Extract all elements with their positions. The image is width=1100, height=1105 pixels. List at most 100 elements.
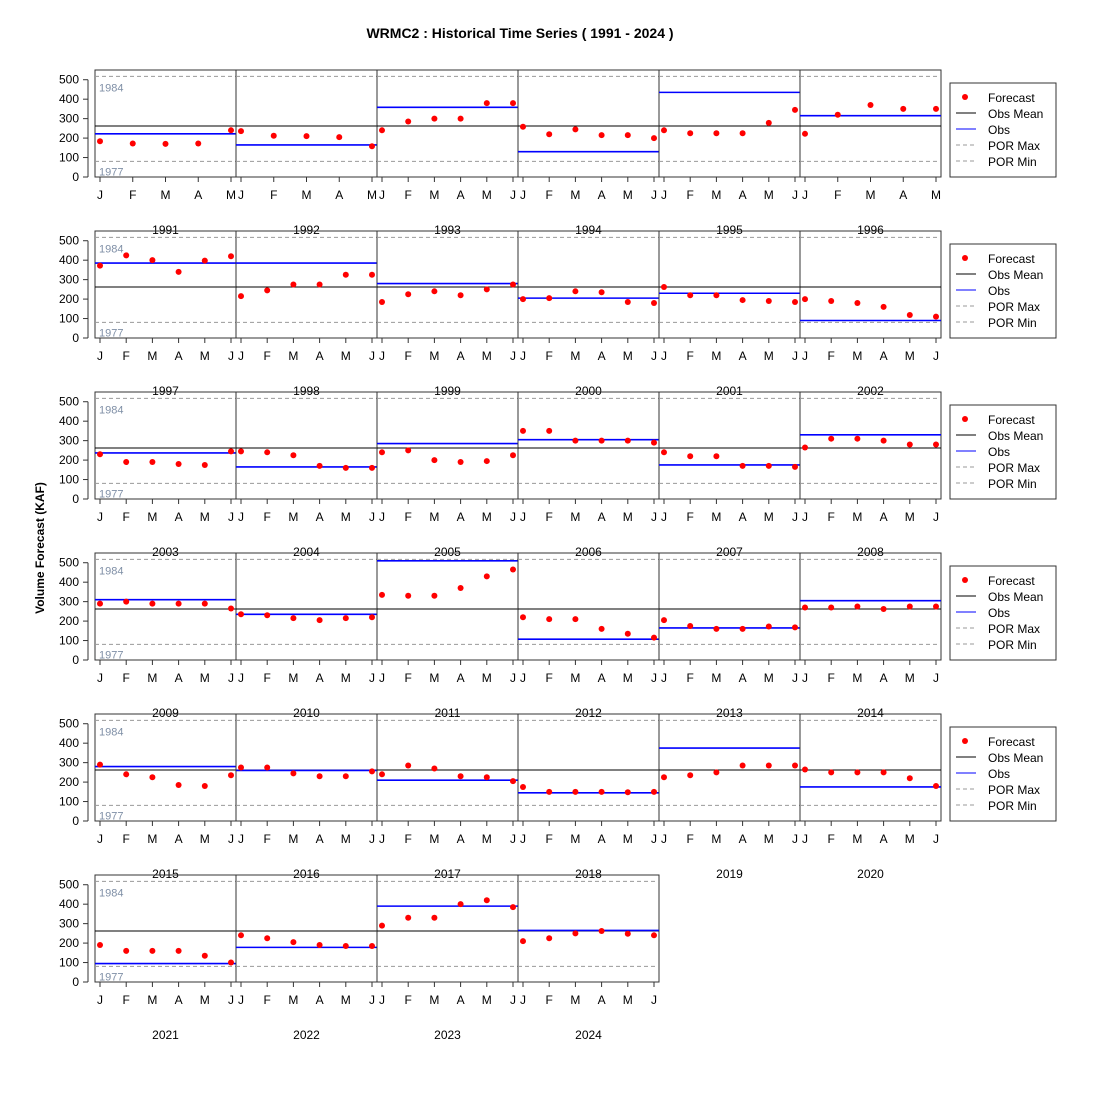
- x-tick-label: M: [482, 349, 492, 363]
- x-tick-label: A: [739, 671, 747, 685]
- forecast-point: [651, 439, 657, 446]
- forecast-point: [510, 281, 516, 288]
- x-tick-label: A: [175, 510, 183, 524]
- x-tick-label: J: [369, 671, 375, 685]
- forecast-point: [687, 292, 694, 299]
- x-tick-label: J: [238, 832, 244, 846]
- forecast-point: [316, 462, 323, 469]
- x-tick-label: F: [546, 671, 553, 685]
- forecast-point: [316, 281, 323, 288]
- x-tick-label: J: [238, 671, 244, 685]
- legend-forecast-swatch: [962, 416, 968, 422]
- forecast-point: [195, 140, 202, 147]
- forecast-point: [739, 625, 746, 632]
- forecast-point: [123, 459, 130, 466]
- x-tick-label: F: [405, 188, 412, 202]
- forecast-point: [201, 461, 208, 468]
- forecast-point: [624, 437, 631, 444]
- legend-label: POR Max: [988, 783, 1040, 797]
- forecast-point: [802, 444, 808, 451]
- y-tick-label: 100: [59, 151, 79, 165]
- forecast-point: [661, 617, 667, 624]
- x-tick-label: A: [880, 671, 888, 685]
- x-tick-label: J: [520, 188, 526, 202]
- x-tick-label: J: [228, 510, 234, 524]
- forecast-point: [97, 262, 103, 269]
- forecast-point: [431, 914, 438, 921]
- y-tick-label: 100: [59, 956, 79, 970]
- y-tick-label: 500: [59, 878, 79, 892]
- x-tick-label: M: [852, 832, 862, 846]
- por-max-label: 1984: [99, 887, 123, 899]
- x-tick-label: M: [200, 510, 210, 524]
- forecast-point: [264, 935, 271, 942]
- forecast-point: [201, 782, 208, 789]
- forecast-point: [651, 932, 657, 939]
- forecast-point: [906, 312, 913, 319]
- forecast-point: [520, 123, 526, 130]
- forecast-point: [933, 105, 939, 112]
- panel-frame: [799, 713, 942, 822]
- forecast-point: [739, 762, 746, 769]
- forecast-point: [933, 313, 939, 320]
- forecast-point: [624, 930, 631, 937]
- forecast-point: [713, 130, 720, 137]
- y-tick-label: 500: [59, 717, 79, 731]
- forecast-point: [405, 592, 412, 599]
- forecast-point: [290, 452, 297, 459]
- x-tick-label: M: [288, 671, 298, 685]
- x-tick-label: M: [570, 349, 580, 363]
- x-tick-label: M: [341, 349, 351, 363]
- forecast-point: [598, 928, 605, 935]
- x-tick-label: J: [97, 510, 103, 524]
- year-label: 2018: [575, 867, 602, 881]
- por-max-label: 1984: [99, 565, 123, 577]
- year-label: 2002: [857, 384, 884, 398]
- x-tick-label: J: [792, 832, 798, 846]
- x-tick-label: M: [711, 188, 721, 202]
- x-tick-label: F: [546, 349, 553, 363]
- x-tick-label: J: [238, 993, 244, 1007]
- x-tick-label: F: [828, 349, 835, 363]
- forecast-point: [792, 762, 798, 769]
- year-label: 2017: [434, 867, 461, 881]
- x-tick-label: A: [316, 671, 324, 685]
- forecast-point: [405, 118, 412, 125]
- y-axis-label: Volume Forecast (KAF): [33, 482, 47, 614]
- year-panel-2003: J F M A M J 2003 0 100 200 300 400 500 1984 1977: [59, 391, 237, 559]
- y-tick-label: 200: [59, 614, 79, 628]
- forecast-point: [828, 298, 835, 305]
- year-panel-2022: J F M A M J 2022: [235, 874, 378, 1042]
- x-tick-label: M: [570, 510, 580, 524]
- forecast-point: [906, 441, 913, 448]
- x-tick-label: M: [147, 671, 157, 685]
- forecast-point: [264, 449, 271, 456]
- year-label: 2020: [857, 867, 884, 881]
- forecast-point: [687, 130, 694, 137]
- forecast-point: [483, 573, 490, 580]
- forecast-point: [933, 441, 939, 448]
- forecast-point: [661, 774, 667, 781]
- forecast-point: [880, 606, 887, 613]
- x-tick-label: J: [520, 832, 526, 846]
- x-tick-label: F: [405, 510, 412, 524]
- x-tick-label: J: [802, 349, 808, 363]
- x-tick-label: A: [175, 832, 183, 846]
- forecast-point: [713, 625, 720, 632]
- x-tick-label: F: [546, 993, 553, 1007]
- y-tick-label: 100: [59, 312, 79, 326]
- forecast-point: [598, 788, 605, 795]
- forecast-point: [175, 947, 182, 954]
- legend: Forecast Obs Mean Obs POR Max POR Min: [949, 726, 1057, 822]
- x-tick-label: J: [379, 188, 385, 202]
- x-tick-label: M: [711, 349, 721, 363]
- x-tick-label: M: [570, 188, 580, 202]
- year-label: 2019: [716, 867, 743, 881]
- forecast-point: [713, 292, 720, 299]
- x-tick-label: A: [335, 188, 343, 202]
- year-panel-2008: J F M A M J 2008: [799, 391, 942, 559]
- x-tick-label: M: [288, 349, 298, 363]
- forecast-point: [661, 449, 667, 456]
- x-tick-label: M: [429, 510, 439, 524]
